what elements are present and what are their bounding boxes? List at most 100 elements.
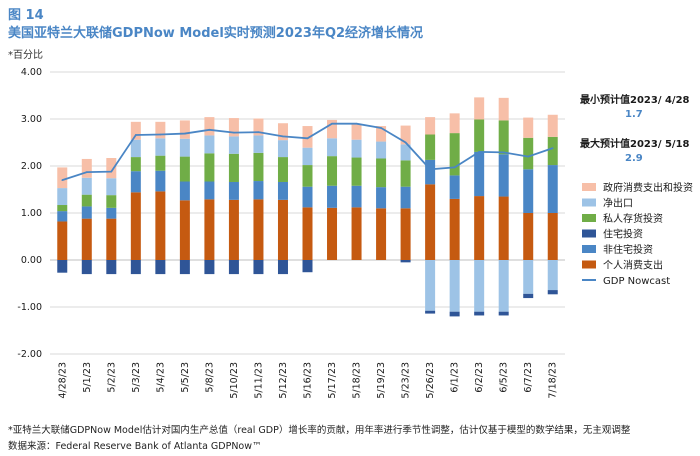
bar-nonres [204, 181, 215, 200]
bar-consumption [474, 196, 485, 260]
bar-gov [81, 158, 92, 178]
bar-inventory [327, 156, 338, 186]
nowcast-point [380, 127, 382, 129]
x-tick-label: 5/19/23 [376, 362, 387, 399]
unit-label: *百分比 [8, 50, 43, 61]
bar-inventory [400, 160, 411, 187]
bar-inventory [204, 153, 215, 182]
bar-consumption [228, 199, 239, 260]
bar-gov [228, 118, 239, 137]
bar-inventory [106, 195, 117, 208]
bar-consumption [351, 207, 362, 260]
bar-residential-negative [81, 260, 92, 275]
legend-label: 非住宅投资 [603, 243, 653, 256]
bar-inventory [474, 119, 485, 152]
bar-netexp [130, 139, 141, 158]
bar-nonres [179, 181, 190, 201]
nowcast-point [429, 168, 431, 171]
bar-inventory [155, 155, 166, 171]
x-tick-label: 5/10/23 [229, 362, 240, 399]
bar-netexp-negative [523, 260, 534, 294]
bar-nonres [130, 171, 141, 193]
y-tick-label: 3.00 [21, 114, 42, 125]
nowcast-point [502, 151, 505, 154]
x-axis-ticks: 4/28/23 5/1/23 5/2/23 5/3/23 5/4/23 5/5/23 5/8… [57, 362, 558, 399]
bar-inventory [523, 137, 534, 170]
bar-netexp [327, 138, 338, 157]
nowcast-point [184, 132, 186, 135]
legend-label: 私人存货投资 [603, 212, 663, 225]
bars [57, 97, 558, 317]
nowcast-point [282, 135, 284, 138]
bar-nonres [253, 181, 264, 200]
bar-inventory [130, 157, 141, 172]
nowcast-point [208, 129, 211, 131]
y-tick-label: -2.00 [17, 349, 42, 360]
annotations: 最小预计值2023/ 4/28 1.7 最大预计值2023/ 5/18 2.9 [580, 93, 690, 164]
bar-inventory [57, 205, 68, 212]
bar-inventory [351, 157, 362, 186]
footnote: *亚特兰大联储GDPNow Model估计对国内生产总值（real GDP）增长… [8, 425, 631, 436]
bar-consumption [327, 207, 338, 260]
nowcast-point [85, 171, 88, 173]
bar-nonres [449, 175, 460, 199]
bar-consumption [130, 192, 141, 260]
bar-gov [449, 113, 460, 134]
nowcast-point [331, 122, 333, 125]
bar-residential-negative [547, 290, 558, 295]
bar-consumption [547, 213, 558, 260]
nowcast-point [551, 147, 554, 149]
bar-consumption [425, 184, 436, 260]
source-note: 数据来源：Federal Reserve Bank of Atlanta GDP… [8, 441, 262, 452]
bar-consumption [253, 199, 264, 260]
bar-inventory [179, 156, 190, 182]
bar-consumption [155, 191, 166, 260]
y-tick-label: 4.00 [21, 67, 42, 78]
bar-consumption [179, 200, 190, 260]
bar-gov [204, 117, 215, 136]
bar-residential-negative [155, 260, 166, 275]
bar-inventory [547, 136, 558, 166]
chart-title: 美国亚特兰大联储GDPNow Model实时预测2023年Q2经济增长情况 [8, 26, 424, 41]
bar-consumption [400, 208, 411, 260]
bar-residential-negative [106, 260, 117, 275]
bar-gov [400, 125, 411, 145]
bar-netexp-negative [449, 260, 460, 312]
x-tick-label: 5/16/23 [303, 362, 314, 399]
y-tick-label: 1.00 [21, 208, 42, 219]
bar-netexp [228, 136, 239, 154]
bar-netexp-negative [425, 260, 436, 311]
bar-consumption [302, 207, 313, 260]
bar-gov [327, 119, 338, 139]
legend-swatch-gov [582, 183, 596, 191]
legend-label: 政府消费支出和投资 [603, 181, 693, 194]
bar-residential-negative [523, 293, 534, 299]
bar-gov [277, 123, 288, 141]
min-annotation-label: 最小预计值2023/ 4/28 [580, 93, 690, 106]
bar-gov [179, 120, 190, 139]
legend-swatch-residential [582, 229, 596, 238]
max-annotation-value: 2.9 [625, 153, 643, 164]
x-tick-label: 6/1/23 [450, 362, 461, 393]
bar-nonres [57, 211, 68, 222]
bar-inventory [376, 158, 387, 188]
figure-label: 图 14 [8, 8, 44, 23]
bar-consumption [523, 213, 534, 260]
bar-inventory [498, 120, 509, 155]
max-annotation-label: 最大预计值2023/ 5/18 [580, 137, 690, 150]
bar-inventory [228, 153, 239, 182]
legend-label: 净出口 [603, 197, 633, 210]
bar-residential-negative [498, 311, 509, 316]
nowcast-point [453, 166, 456, 169]
nowcast-point [233, 131, 235, 134]
bar-netexp [179, 138, 190, 157]
legend-swatch-inventory [582, 214, 596, 222]
x-tick-label: 6/2/23 [474, 362, 485, 393]
bar-consumption [81, 218, 92, 260]
bar-netexp [302, 147, 313, 166]
x-tick-label: 5/8/23 [204, 362, 215, 393]
bar-consumption [204, 199, 215, 260]
bar-consumption [277, 199, 288, 260]
x-tick-label: 5/4/23 [155, 362, 166, 393]
